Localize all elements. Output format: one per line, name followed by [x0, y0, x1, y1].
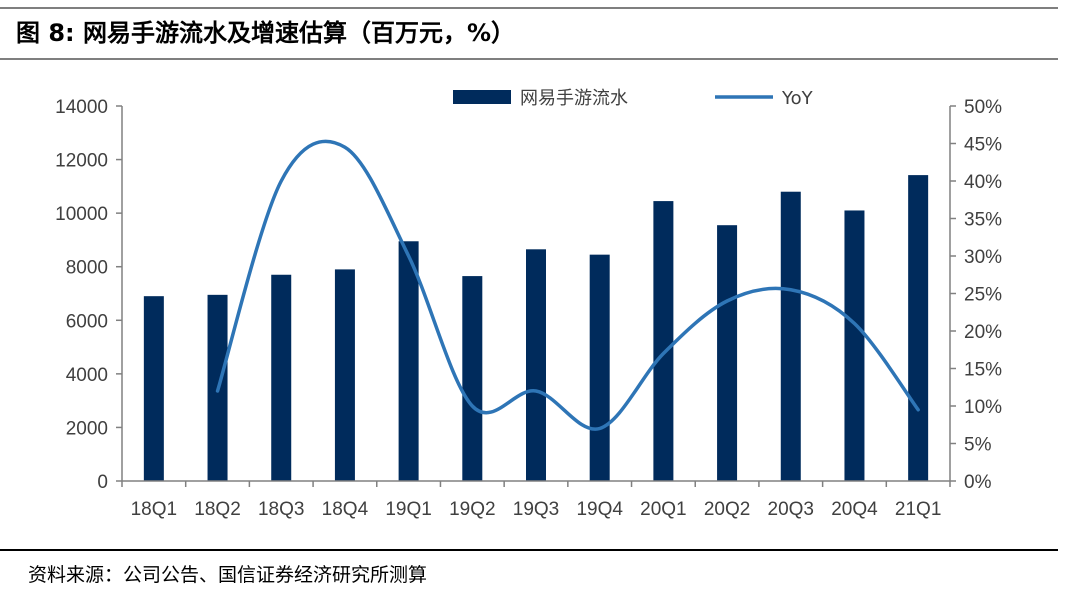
x-tick-label-18Q2: 18Q2 [194, 499, 240, 520]
y-right-tick-label: 30% [964, 247, 1002, 268]
x-tick-label-19Q4: 19Q4 [576, 499, 623, 520]
combo-chart: 0 2000 4000 6000 8000 10000 12000 14000 0% 5% 10% 1… [55, 88, 1002, 520]
x-tick-label-21Q1: 21Q1 [895, 499, 941, 520]
bar-20Q1 [653, 201, 674, 481]
bar-21Q1 [908, 175, 929, 481]
y-left-tick-label: 2000 [66, 418, 108, 439]
bar-19Q1 [398, 241, 419, 481]
legend-swatch-bar [453, 90, 511, 104]
legend-label-bar: 网易手游流水 [520, 88, 628, 109]
y-left-tick-label: 14000 [55, 97, 108, 118]
bar-19Q2 [462, 276, 483, 481]
legend-label-line: YoY [781, 88, 814, 109]
bar-19Q3 [526, 249, 546, 481]
y-left-tick-label: 0 [97, 472, 108, 493]
bar-19Q4 [589, 254, 610, 481]
bar-20Q4 [844, 210, 865, 481]
y-right-tick-label: 0% [964, 472, 992, 493]
y-right-tick-label: 10% [964, 397, 1002, 418]
title-rule [0, 58, 1058, 60]
x-tick-label-20Q1: 20Q1 [640, 499, 686, 520]
bottom-rule [0, 549, 1058, 551]
x-tick-label-18Q3: 18Q3 [258, 499, 304, 520]
x-tick-label-20Q3: 20Q3 [768, 499, 814, 520]
y-right-tick-label: 35% [964, 210, 1002, 231]
y-right-tick-label: 5% [964, 435, 992, 456]
y-right-tick-label: 20% [964, 322, 1002, 343]
x-tick-label-19Q1: 19Q1 [385, 499, 431, 520]
bar-20Q3 [780, 191, 801, 481]
y-right-tick-label: 40% [964, 172, 1002, 193]
x-tick-label-19Q2: 19Q2 [449, 499, 495, 520]
bar-18Q3 [271, 274, 292, 481]
x-tick-label-18Q4: 18Q4 [322, 499, 369, 520]
y-right-tick-label: 50% [964, 97, 1002, 118]
bar-20Q2 [717, 225, 738, 481]
figure-title: 图 8: 网易手游流水及增速估算（百万元，%） [16, 19, 516, 47]
y-right-tick-label: 45% [964, 135, 1002, 156]
y-left-tick-label: 10000 [55, 204, 108, 225]
bar-18Q4 [334, 269, 355, 481]
source-note: 资料来源：公司公告、国信证券经济研究所测算 [28, 564, 428, 586]
yoy-line [215, 139, 920, 431]
y-left-tick-label: 8000 [66, 258, 108, 279]
y-left-tick-label: 6000 [66, 311, 108, 332]
y-left-tick-label: 4000 [66, 365, 108, 386]
x-tick-label-20Q4: 20Q4 [831, 499, 878, 520]
y-left-tick-label: 12000 [55, 151, 108, 172]
top-rule [0, 7, 1058, 9]
bar-18Q1 [143, 296, 164, 481]
y-right-tick-label: 15% [964, 360, 1002, 381]
x-tick-label-19Q3: 19Q3 [513, 499, 559, 520]
x-tick-label-20Q2: 20Q2 [704, 499, 750, 520]
y-right-tick-label: 25% [964, 285, 1002, 306]
x-tick-label-18Q1: 18Q1 [131, 499, 177, 520]
